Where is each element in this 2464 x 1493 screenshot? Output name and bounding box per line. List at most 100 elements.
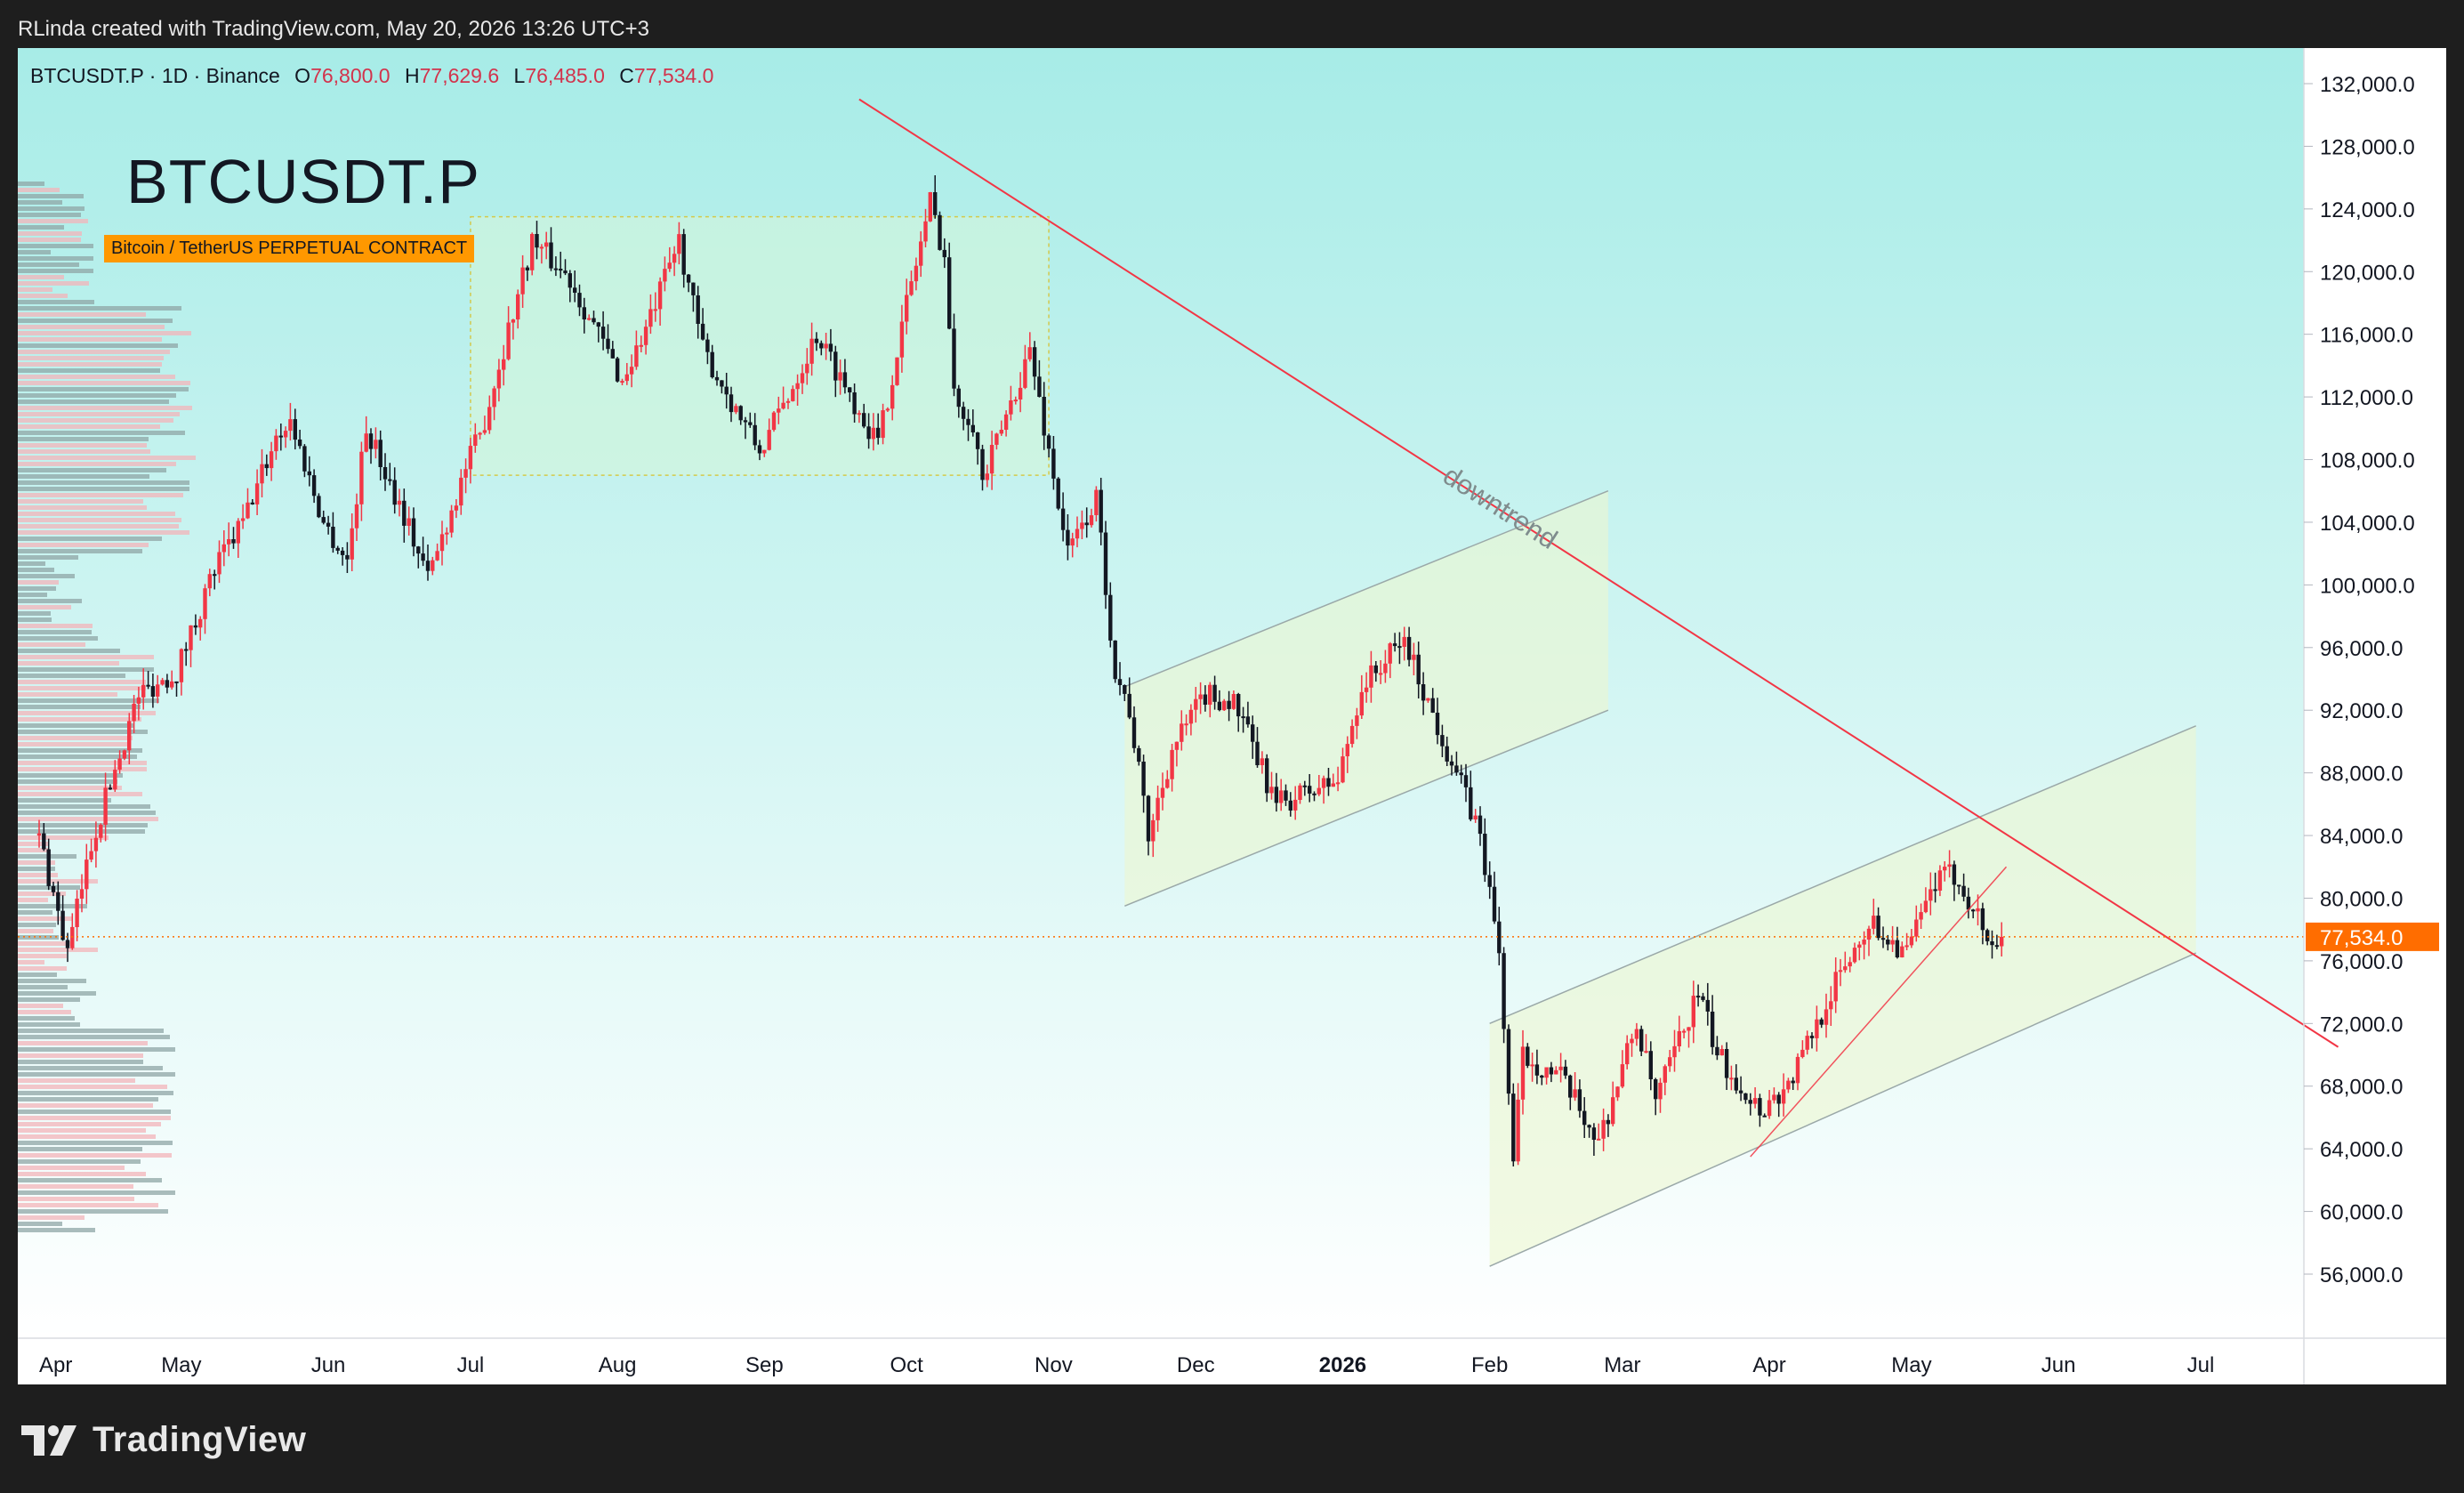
volume-profile-bar bbox=[18, 200, 62, 205]
price-chart[interactable]: downtrend 132,000.0128,000.0124,000.0120… bbox=[18, 48, 2446, 1384]
volume-profile-bar bbox=[18, 649, 120, 653]
candle-body bbox=[506, 322, 511, 359]
candle-body bbox=[141, 684, 146, 698]
y-tick-label: 132,000.0 bbox=[2320, 73, 2415, 97]
volume-profile-bar bbox=[18, 991, 96, 996]
volume-profile-bar bbox=[18, 717, 141, 722]
chart-pane[interactable]: downtrend 132,000.0 128,000.0 124,000.0 120… bbox=[18, 48, 2446, 1384]
candle-body bbox=[1620, 1064, 1625, 1087]
volume-profile-bar bbox=[18, 786, 122, 790]
candle-body bbox=[468, 446, 473, 470]
candle-body bbox=[1758, 1098, 1762, 1116]
candle-body bbox=[1540, 1075, 1544, 1078]
candle-body bbox=[449, 510, 454, 533]
volume-profile-bar bbox=[18, 1184, 133, 1189]
candle-body bbox=[1217, 701, 1222, 711]
candle-body bbox=[705, 339, 710, 352]
candle-body bbox=[1919, 912, 1923, 920]
candle-body bbox=[1397, 646, 1402, 649]
candle-body bbox=[1687, 1027, 1691, 1031]
candle-body bbox=[1212, 684, 1217, 702]
candle-body bbox=[382, 467, 388, 480]
candle-body bbox=[1060, 508, 1066, 530]
candle-body bbox=[961, 407, 966, 419]
candle-body bbox=[184, 649, 189, 651]
candle-body bbox=[866, 426, 871, 440]
candle-body bbox=[1146, 795, 1151, 842]
attribution-bar: RLinda created with TradingView.com, May… bbox=[0, 0, 2464, 46]
volume-profile-bar bbox=[18, 698, 159, 703]
candle-body bbox=[127, 721, 132, 751]
candle-body bbox=[146, 684, 150, 687]
candle-body bbox=[1677, 1030, 1681, 1046]
volume-profile-bar bbox=[18, 811, 156, 815]
candle-body bbox=[150, 686, 156, 697]
candle-body bbox=[439, 534, 445, 552]
candle-body bbox=[1876, 916, 1880, 939]
candle-body bbox=[1634, 1029, 1639, 1039]
candle-body bbox=[1137, 747, 1141, 763]
volume-profile-bar bbox=[18, 848, 49, 852]
candle-body bbox=[1359, 691, 1364, 716]
candle-body bbox=[117, 758, 122, 771]
candle-body bbox=[1170, 749, 1174, 779]
candle-body bbox=[42, 833, 46, 850]
candle-body bbox=[1227, 700, 1231, 709]
candle-body bbox=[691, 282, 696, 295]
candle-body bbox=[1293, 799, 1298, 811]
y-tick-label: 56,000.0 bbox=[2320, 1263, 2403, 1287]
candle-body bbox=[1070, 538, 1075, 546]
volume-profile-bar bbox=[18, 873, 58, 877]
candle-body bbox=[681, 234, 686, 275]
candle-body bbox=[1454, 765, 1459, 773]
candle-body bbox=[639, 344, 643, 347]
candle-body bbox=[478, 432, 482, 435]
volume-profile-bar bbox=[18, 487, 189, 491]
volume-profile-bar bbox=[18, 269, 93, 273]
candle-body bbox=[677, 234, 681, 254]
candle-body bbox=[1597, 1138, 1601, 1141]
channel-nov-jan-lower bbox=[1124, 709, 1609, 907]
candle-body bbox=[1900, 946, 1904, 957]
candle-body bbox=[85, 859, 89, 890]
x-tick-label: Jul bbox=[457, 1353, 485, 1377]
candle-body bbox=[824, 343, 828, 349]
candle-body bbox=[663, 269, 667, 282]
volume-profile-bar bbox=[18, 972, 57, 977]
volume-profile-bar bbox=[18, 1147, 142, 1151]
volume-profile-bar bbox=[18, 1097, 158, 1102]
candle-body bbox=[1037, 376, 1042, 397]
volume-profile-bar bbox=[18, 655, 154, 659]
y-tick-label: 60,000.0 bbox=[2320, 1201, 2403, 1225]
volume-profile-bar bbox=[18, 586, 56, 591]
candle-body bbox=[1440, 735, 1445, 746]
candle-body bbox=[942, 249, 946, 258]
volume-profile-bar bbox=[18, 493, 183, 497]
candle-body bbox=[1156, 797, 1160, 820]
candle-body bbox=[1416, 654, 1421, 685]
candle-body bbox=[767, 430, 771, 450]
candle-body bbox=[1762, 1115, 1767, 1118]
candle-body bbox=[331, 527, 335, 548]
candle-body bbox=[838, 372, 842, 381]
candle-body bbox=[1388, 643, 1392, 664]
candle-body bbox=[1772, 1094, 1776, 1101]
candle-body bbox=[1923, 900, 1929, 913]
candle-body bbox=[1094, 489, 1099, 515]
candle-body bbox=[653, 309, 657, 311]
volume-profile-bar bbox=[18, 617, 52, 622]
volume-profile-bar bbox=[18, 182, 44, 186]
candle-body bbox=[1781, 1089, 1786, 1104]
candle-body bbox=[748, 422, 753, 425]
candle-body bbox=[487, 407, 492, 431]
candle-body bbox=[1506, 1029, 1511, 1094]
candle-body bbox=[1502, 953, 1506, 1029]
volume-profile-bar bbox=[18, 306, 181, 311]
candle-body bbox=[108, 787, 113, 790]
volume-profile-bar bbox=[18, 593, 47, 597]
y-tick-label: 64,000.0 bbox=[2320, 1138, 2403, 1162]
tradingview-brand[interactable]: TradingView bbox=[21, 1420, 306, 1460]
volume-profile-bar bbox=[18, 262, 79, 267]
candle-body bbox=[1824, 1009, 1829, 1025]
candle-body bbox=[657, 281, 663, 310]
